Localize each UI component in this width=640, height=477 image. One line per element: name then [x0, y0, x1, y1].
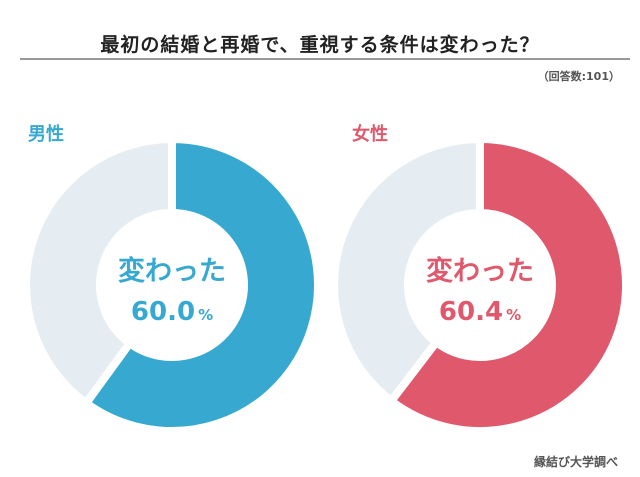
- title-divider: [20, 58, 630, 60]
- center-value: 60.4%: [439, 297, 521, 327]
- slice-remainder: [22, 135, 176, 409]
- chart-title: 最初の結婚と再婚で、重視する条件は変わった？: [100, 34, 540, 56]
- female-label: 女性: [352, 124, 388, 145]
- male-label: 男性: [28, 124, 64, 145]
- slice-remainder: [330, 135, 484, 407]
- slice-changed: [385, 135, 630, 435]
- center-label: 変わった: [426, 255, 534, 287]
- respondent-count: （回答数:101）: [537, 70, 620, 83]
- slice-changed: [80, 135, 322, 435]
- source-note: 縁結び大学調べ: [533, 455, 618, 469]
- center-label: 変わった: [118, 255, 226, 287]
- male-donut-chart: 変わった 60.0%: [22, 135, 322, 435]
- female-donut-chart: 変わった 60.4%: [330, 135, 630, 435]
- center-value: 60.0%: [131, 297, 213, 327]
